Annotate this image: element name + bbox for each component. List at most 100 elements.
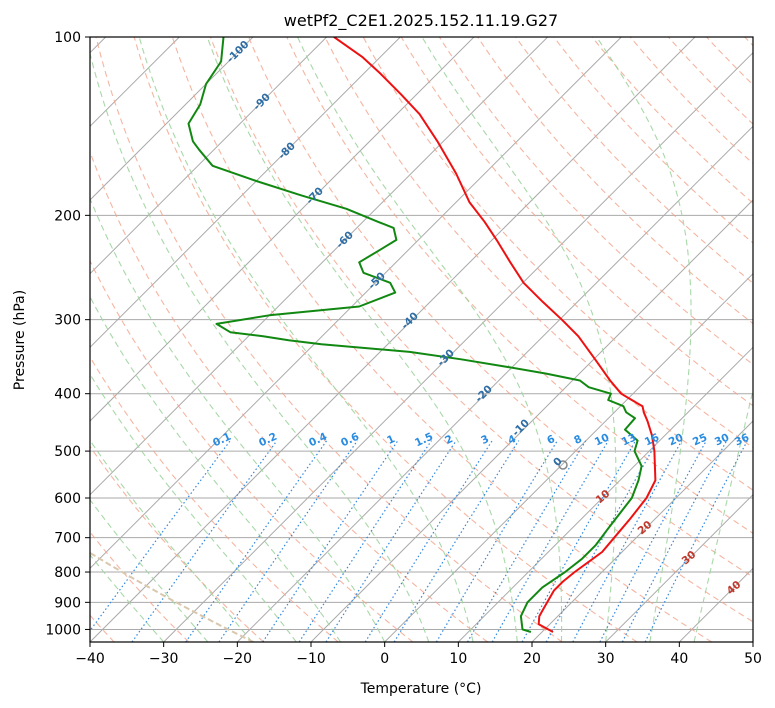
isotherm-line [310,199,753,642]
mixing-ratio-label: 30 [713,431,731,448]
moist-adiabat-line [296,37,563,642]
mixing-ratio-label: 0.1 [211,431,233,450]
dry-adiabat-line [90,259,414,642]
mixing-ratio-label: 2 [443,433,455,447]
x-tick-label: 20 [523,651,541,667]
x-axis-label: Temperature (°C) [360,681,482,697]
y-tick-label: 600 [54,491,81,507]
x-tick-label: 10 [449,651,467,667]
temperature-series-line [333,37,657,633]
isotherm-line [90,37,696,642]
mixing-ratio-line [644,440,748,642]
moist-adiabat-line [90,197,386,642]
isotherm-label: -40 [399,310,421,332]
y-tick-label: 100 [54,30,81,46]
isotherm-line [236,125,753,642]
isotherm-line [384,272,753,642]
isotherm-line [163,51,753,642]
isotherm-label: 0 [551,455,565,469]
isotherm-line [90,37,401,349]
y-tick-label: 900 [54,595,81,611]
mixing-ratio-line [131,440,278,642]
y-axis-label: Pressure (hPa) [12,290,28,390]
isotherm-line [605,493,753,642]
isotherm-label: -20 [473,383,495,405]
moist-adiabat-line [90,373,297,642]
mixing-ratio-label: 13 [620,431,638,448]
y-tick-label: 400 [54,387,81,403]
mixing-ratio-label: 4 [506,433,518,447]
parcel-curve [90,551,254,642]
moist-adiabat-line [206,37,518,642]
x-tick-label: 0 [380,651,389,667]
x-tick-label: −30 [149,651,179,667]
isotherm-label: -30 [435,347,457,369]
mixing-ratio-label: 20 [667,431,685,448]
mixing-ratio-line [521,440,637,642]
mixing-ratio-line [262,440,399,642]
mixing-ratio-line [364,440,493,642]
y-tick-label: 500 [54,444,81,460]
dry-adiabat-line [171,37,712,642]
y-tick-label: 1000 [45,622,81,638]
mixing-ratio-line [218,440,358,642]
mixing-ratio-line [298,440,432,642]
mixing-ratio-line [621,440,728,642]
isotherm-line [90,37,254,201]
mixing-ratio-label: 8 [572,433,584,447]
mixing-ratio-label: 25 [691,431,709,448]
x-tick-label: 50 [744,651,762,667]
dry-adiabat-line [90,355,339,642]
y-tick-label: 800 [54,565,81,581]
y-tick-label: 300 [54,313,81,329]
y-tick-label: 700 [54,531,81,547]
mixing-ratio-line [185,440,328,642]
x-tick-label: 40 [670,651,688,667]
mixing-ratio-line [435,440,558,642]
dry-adiabat-line [770,24,775,642]
y-tick-label: 200 [54,208,81,224]
isotherm-line [90,37,475,422]
mixing-ratio-line [491,440,609,642]
moist-adiabat-line [90,439,253,642]
isotherm-line [457,346,753,642]
dry-adiabat-line [438,37,753,366]
lcl-marker [558,460,568,470]
x-tick-label: −10 [296,651,326,667]
isotherm-line [90,37,622,570]
mixing-ratio-label: 1 [385,433,397,447]
x-tick-label: −40 [75,651,105,667]
dry-adiabat-line [248,37,753,578]
dry-adiabat-line [324,37,753,491]
mixing-ratio-label: 3 [479,433,491,447]
mixing-ratio-label: 0.6 [339,431,361,450]
isotherm-line [678,567,753,642]
mixing-ratio-label: 16 [643,431,661,448]
mixing-ratio-label: 36 [733,431,751,448]
dry-adiabat-line [133,37,638,642]
plot-frame [89,36,754,643]
mixing-ratio-label: 0.4 [307,431,329,450]
x-tick-label: 30 [597,651,615,667]
isotherm-line [752,641,753,642]
dry-adiabat-line [591,37,753,204]
mixing-ratio-label: 1.5 [413,431,435,450]
dry-adiabat-line [209,37,753,623]
moist-adiabat-line [421,37,617,642]
mixing-ratio-label: 0.2 [257,431,279,450]
isotherm-line [90,37,328,275]
isotherm-line [90,37,549,496]
mixing-ratio-label: 6 [545,433,557,447]
chart-title: wetPf2_C2E1.2025.152.11.19.G27 [284,11,558,31]
dry-adiabat-line [705,37,753,86]
moist-adiabat-line [693,387,753,642]
mixing-ratio-line [572,440,683,642]
moist-adiabat-line [90,295,341,642]
dewpoint-series-line [187,37,643,633]
axes: −40 −30 −20 −10 0 10 20 30 40 5010020030040050060… [45,30,762,667]
dry-adiabat-line [362,37,753,449]
mixing-ratio-line [325,440,457,642]
moist-adiabat-line [595,37,692,642]
dry-adiabat-line [553,37,753,244]
